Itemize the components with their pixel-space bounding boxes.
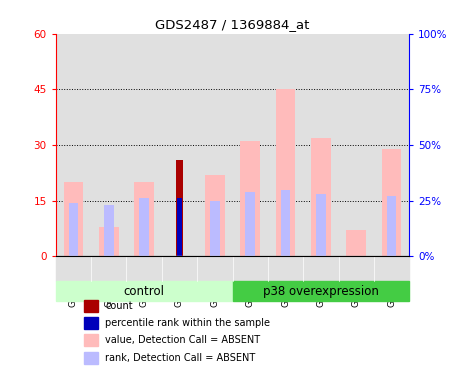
Bar (84, 317, 98, 329)
Bar (374, 34, 409, 256)
Bar (104, 205, 114, 256)
Bar (84, 300, 98, 312)
Bar (197, 34, 232, 256)
Text: rank, Detection Call = ABSENT: rank, Detection Call = ABSENT (105, 352, 256, 363)
Bar (386, 196, 397, 256)
Bar (99, 226, 119, 256)
Bar (232, 256, 268, 281)
Bar (303, 34, 339, 256)
Bar (84, 334, 98, 346)
Bar (245, 192, 255, 256)
Bar (64, 182, 83, 256)
Bar (162, 34, 197, 256)
Bar (56, 34, 91, 256)
Bar (382, 149, 401, 256)
Bar (162, 256, 197, 281)
Bar (84, 352, 98, 363)
Bar (91, 34, 126, 256)
Text: percentile rank within the sample: percentile rank within the sample (105, 318, 270, 328)
Bar (176, 160, 183, 256)
Bar (210, 201, 220, 256)
Bar (240, 141, 260, 256)
Bar (197, 256, 232, 281)
Text: value, Detection Call = ABSENT: value, Detection Call = ABSENT (105, 335, 260, 345)
Bar (339, 256, 374, 281)
Bar (126, 34, 162, 256)
Bar (56, 281, 232, 302)
Bar (316, 194, 326, 256)
Bar (56, 256, 91, 281)
Title: GDS2487 / 1369884_at: GDS2487 / 1369884_at (155, 18, 310, 31)
Bar (374, 256, 409, 281)
Bar (139, 198, 149, 256)
Bar (276, 89, 295, 256)
Bar (134, 182, 154, 256)
Bar (339, 34, 374, 256)
Bar (68, 203, 79, 256)
Bar (126, 256, 162, 281)
Bar (268, 256, 303, 281)
Bar (232, 281, 409, 302)
Text: control: control (124, 285, 165, 298)
Text: count: count (105, 301, 133, 311)
Bar (177, 198, 182, 256)
Bar (311, 138, 331, 256)
Bar (91, 256, 126, 281)
Text: p38 overexpression: p38 overexpression (263, 285, 379, 298)
Bar (205, 175, 225, 256)
Bar (232, 34, 268, 256)
Bar (268, 34, 303, 256)
Bar (346, 230, 366, 256)
Bar (303, 256, 339, 281)
Bar (280, 189, 291, 256)
